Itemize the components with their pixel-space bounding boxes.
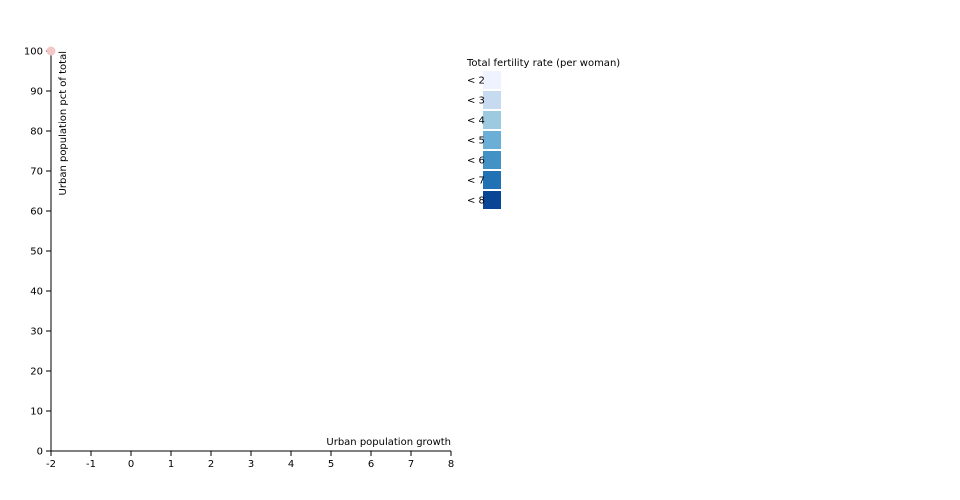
legend-label: < 7 (467, 176, 485, 187)
x-tick-label: 6 (368, 459, 374, 470)
x-tick-label: 7 (408, 459, 414, 470)
legend-swatch (483, 91, 501, 109)
x-tick-label: 1 (168, 459, 174, 470)
legend-label: < 6 (467, 156, 485, 167)
legend-swatch (483, 151, 501, 169)
y-tick-label: 50 (30, 247, 43, 258)
legend-label: < 5 (467, 136, 485, 147)
legend-swatch (483, 171, 501, 189)
x-tick-label: 4 (288, 459, 294, 470)
y-tick-label: 0 (37, 447, 43, 458)
y-tick-label: 60 (30, 207, 43, 218)
legend-label: < 3 (467, 96, 485, 107)
legend-title: Total fertility rate (per woman) (466, 58, 620, 69)
y-tick-label: 30 (30, 327, 43, 338)
x-axis: -2 -1 0 1 2 3 4 5 6 7 8 (46, 450, 454, 470)
x-tick-label: 5 (328, 459, 334, 470)
y-axis: 0 10 20 30 40 50 60 70 80 90 100 (24, 47, 52, 458)
x-tick-label: 8 (448, 459, 454, 470)
legend-label: < 8 (467, 196, 485, 207)
y-axis-title: Urban population pct of total (58, 51, 69, 195)
y-tick-label: 100 (24, 47, 43, 58)
legend-label: < 2 (467, 76, 485, 87)
legend-items: < 2 < 3 < 4 < 5 < 6 < 7 < 8 (467, 71, 501, 209)
y-tick-label: 70 (30, 167, 43, 178)
y-tick-label: 40 (30, 287, 43, 298)
legend-swatch (483, 71, 501, 89)
legend-label: < 4 (467, 116, 485, 127)
data-point[interactable] (46, 46, 56, 56)
legend: Total fertility rate (per woman) < 2< 3<… (466, 58, 620, 209)
data-points (46, 46, 56, 56)
y-tick-label: 10 (30, 407, 43, 418)
x-axis-title: Urban population growth (326, 437, 451, 448)
y-tick-label: 80 (30, 127, 43, 138)
x-tick-label: -2 (46, 459, 56, 470)
y-tick-label: 90 (30, 87, 43, 98)
x-tick-label: -1 (86, 459, 96, 470)
x-tick-label: 3 (248, 459, 254, 470)
x-tick-label: 2 (208, 459, 214, 470)
legend-swatch (483, 191, 501, 209)
y-tick-label: 20 (30, 367, 43, 378)
legend-swatch (483, 111, 501, 129)
legend-swatch (483, 131, 501, 149)
x-tick-label: 0 (128, 459, 134, 470)
